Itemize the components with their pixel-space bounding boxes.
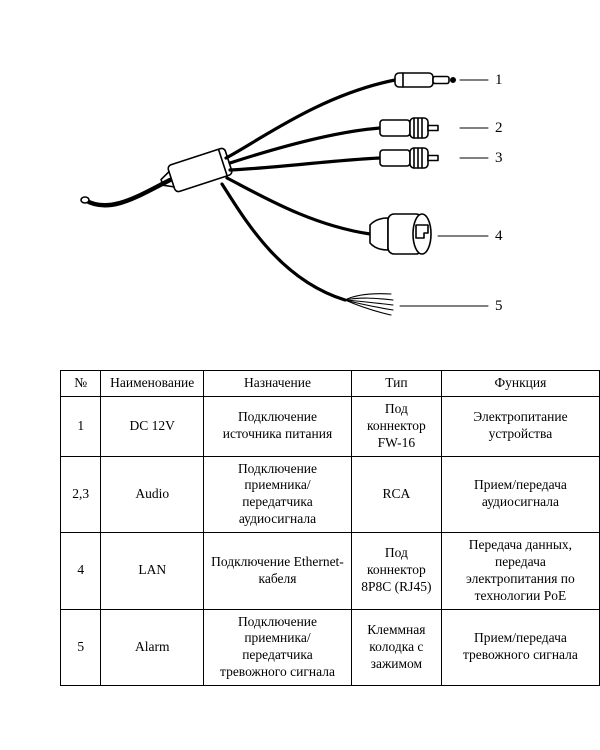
cell-purp: Подключение приемника/передатчика тревож… xyxy=(204,609,352,686)
cell-name: LAN xyxy=(101,533,204,610)
cell-type: RCA xyxy=(351,456,441,533)
cell-n: 2,3 xyxy=(61,456,101,533)
cell-purp: Подключение приемника/передатчика аудиос… xyxy=(204,456,352,533)
col-header-num: № xyxy=(61,371,101,397)
bare-wires-icon xyxy=(345,294,393,315)
table-row: 1 DC 12V Подключение источника питания П… xyxy=(61,396,600,456)
cell-name: DC 12V xyxy=(101,396,204,456)
cell-type: Клеммная колодка с зажимом xyxy=(351,609,441,686)
cell-n: 1 xyxy=(61,396,101,456)
splitter-hub-icon xyxy=(158,147,233,195)
col-header-purpose: Назначение xyxy=(204,371,352,397)
cell-name: Audio xyxy=(101,456,204,533)
cell-name: Alarm xyxy=(101,609,204,686)
cell-func: Прием/передача аудиосигнала xyxy=(441,456,599,533)
connector-spec-table: № Наименование Назначение Тип Функция 1 … xyxy=(60,370,600,686)
callout-1: 1 xyxy=(495,72,503,89)
callout-3: 3 xyxy=(495,150,503,167)
callout-2: 2 xyxy=(495,120,503,137)
rca-connector-1-icon xyxy=(380,118,438,138)
cell-func: Передача данных, передача электропитания… xyxy=(441,533,599,610)
table-row: 2,3 Audio Подключение приемника/передатч… xyxy=(61,456,600,533)
col-header-function: Функция xyxy=(441,371,599,397)
col-header-name: Наименование xyxy=(101,371,204,397)
callout-4: 4 xyxy=(495,228,503,245)
diagram-svg xyxy=(0,0,600,360)
cell-type: Под коннектор 8P8C (RJ45) xyxy=(351,533,441,610)
page-root: 1 2 3 4 5 № Наименование Назначение Тип … xyxy=(0,0,600,750)
dc-barrel-icon xyxy=(395,73,455,87)
col-header-type: Тип xyxy=(351,371,441,397)
rca-connector-2-icon xyxy=(380,148,438,168)
cell-n: 4 xyxy=(61,533,101,610)
cell-purp: Подключение источника питания xyxy=(204,396,352,456)
callout-5: 5 xyxy=(495,298,503,315)
table-row: 4 LAN Подключение Ethernet-кабеля Под ко… xyxy=(61,533,600,610)
cell-func: Прием/передача тревожного сигнала xyxy=(441,609,599,686)
cell-n: 5 xyxy=(61,609,101,686)
cell-purp: Подключение Ethernet-кабеля xyxy=(204,533,352,610)
table-row: 5 Alarm Подключение приемника/передатчик… xyxy=(61,609,600,686)
cell-func: Электропитание устройства xyxy=(441,396,599,456)
cell-type: Под коннектор FW-16 xyxy=(351,396,441,456)
table-header-row: № Наименование Назначение Тип Функция xyxy=(61,371,600,397)
cable-diagram: 1 2 3 4 5 xyxy=(0,0,600,360)
rj45-connector-icon xyxy=(370,214,431,254)
